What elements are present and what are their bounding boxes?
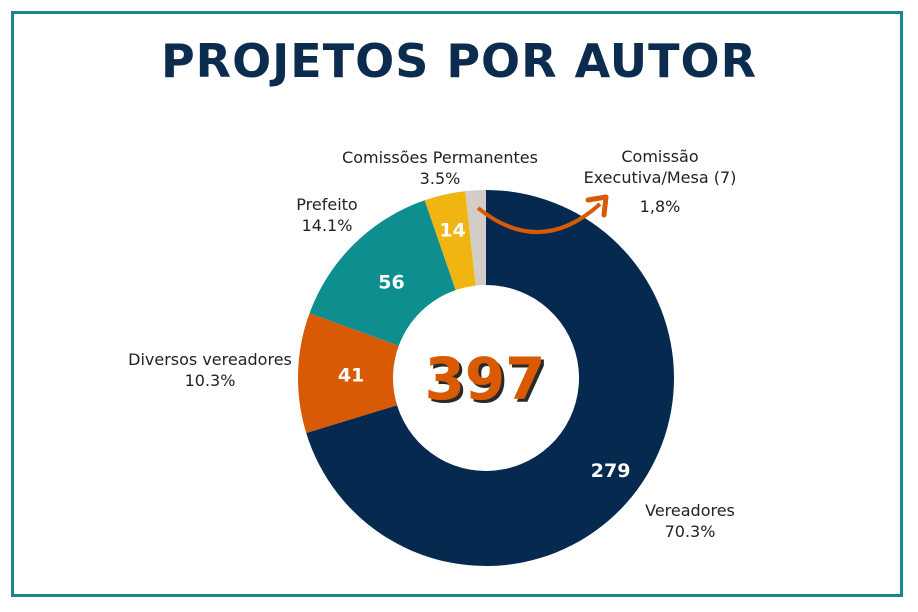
arrow-icon [476,202,602,234]
label-percent: 3.5% [419,169,461,188]
data-label: 56 [378,272,404,294]
label-name: Comissões Permanentes [342,148,538,167]
data-label: 279 [591,460,631,482]
label-name: Comissão Executiva/Mesa (7) [575,146,745,188]
slice-diversos-vereadores [298,313,399,433]
center-label: 397 [424,345,545,413]
label-percent: 70.3% [664,522,716,541]
arrowhead-icon [585,194,609,218]
label-name-part2: Executiva/Mesa (7) [583,168,737,187]
data-label: 14 [439,220,465,242]
label-percent: 14.1% [301,216,353,235]
label-name: Prefeito [296,195,358,214]
chart-frame [11,11,903,597]
slice-comiss-es-permanentes [424,191,476,291]
label-percent: 10.3% [184,371,236,390]
label-name: Vereadores [645,501,735,520]
slice-vereadores [306,190,674,566]
chart-title: PROJETOS POR AUTOR [160,34,758,88]
label-name: Diversos vereadores [128,350,292,369]
slice-comiss-o-executiva-mesa-7- [465,190,486,286]
label-name-part1: Comissão [621,147,699,166]
slice-prefeito [309,200,456,346]
label-percent: 1,8% [639,197,681,216]
data-label: 41 [338,364,364,386]
